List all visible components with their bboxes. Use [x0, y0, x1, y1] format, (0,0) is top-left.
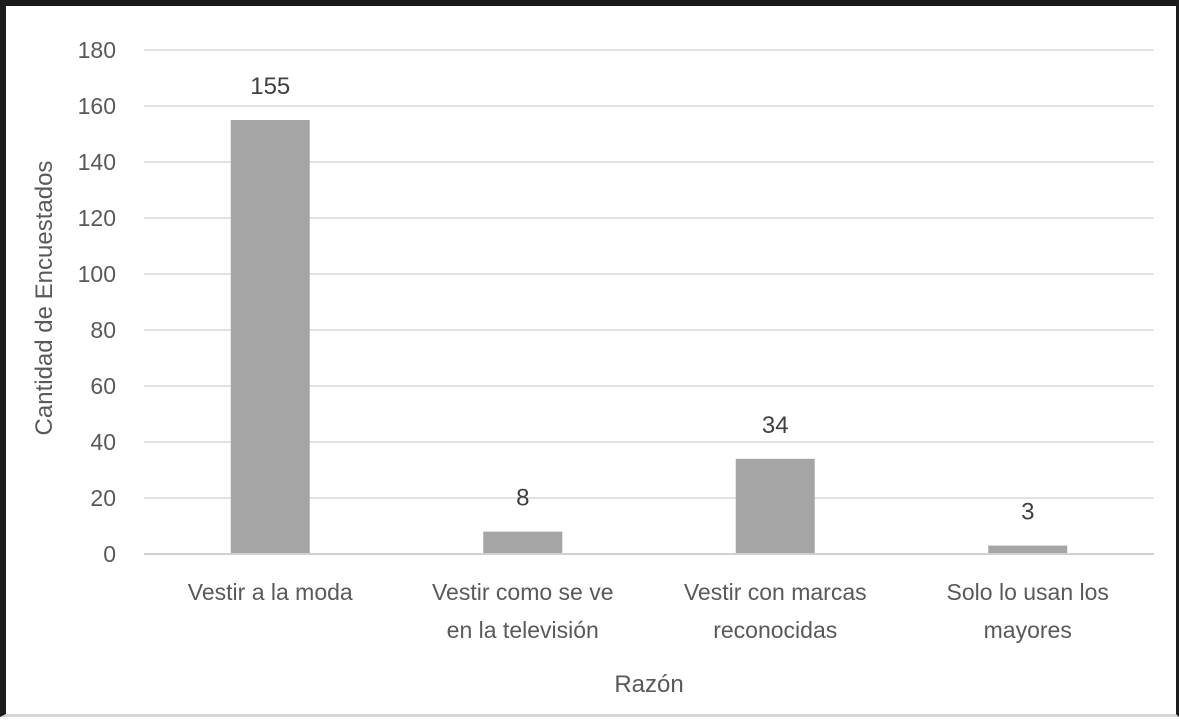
bar — [988, 545, 1068, 554]
gridlines — [144, 49, 1154, 499]
y-tick-label: 100 — [78, 261, 116, 287]
x-axis-title: Razón — [614, 671, 683, 698]
data-label: 34 — [762, 412, 789, 439]
y-axis-ticks: 0 20 40 60 80 100 120 140 160 180 — [78, 37, 116, 567]
x-tick-label: Vestir con marcas — [684, 579, 867, 605]
y-tick-label: 40 — [90, 429, 116, 455]
x-tick-label: mayores — [984, 617, 1072, 643]
y-tick-label: 80 — [90, 317, 116, 343]
y-tick-label: 160 — [78, 93, 116, 119]
y-tick-label: 140 — [78, 149, 116, 175]
x-tick-label: Vestir como se ve — [432, 579, 614, 605]
y-axis-title: Cantidad de Encuestados — [31, 161, 58, 436]
data-labels: 155 8 34 3 — [250, 73, 1034, 526]
y-tick-label: 20 — [90, 485, 116, 511]
y-tick-label: 0 — [103, 541, 116, 567]
x-axis-ticks: Vestir a la moda Vestir como se ve en la t… — [188, 579, 1109, 643]
bar — [483, 531, 563, 554]
bar — [230, 120, 310, 554]
y-tick-label: 120 — [78, 205, 116, 231]
x-tick-label: reconocidas — [713, 617, 837, 643]
bar-chart: 0 20 40 60 80 100 120 140 160 180 155 8 34 3 Vestir … — [31, 37, 1154, 698]
x-tick-label: Vestir a la moda — [188, 579, 353, 605]
x-tick-label: en la televisión — [447, 617, 599, 643]
y-tick-label: 60 — [90, 373, 116, 399]
data-label: 8 — [516, 485, 529, 512]
data-label: 3 — [1021, 499, 1034, 526]
bars — [230, 120, 1068, 554]
y-tick-label: 180 — [78, 37, 116, 63]
x-tick-label: Solo lo usan los — [947, 579, 1109, 605]
bar — [735, 458, 815, 554]
data-label: 155 — [250, 73, 290, 100]
